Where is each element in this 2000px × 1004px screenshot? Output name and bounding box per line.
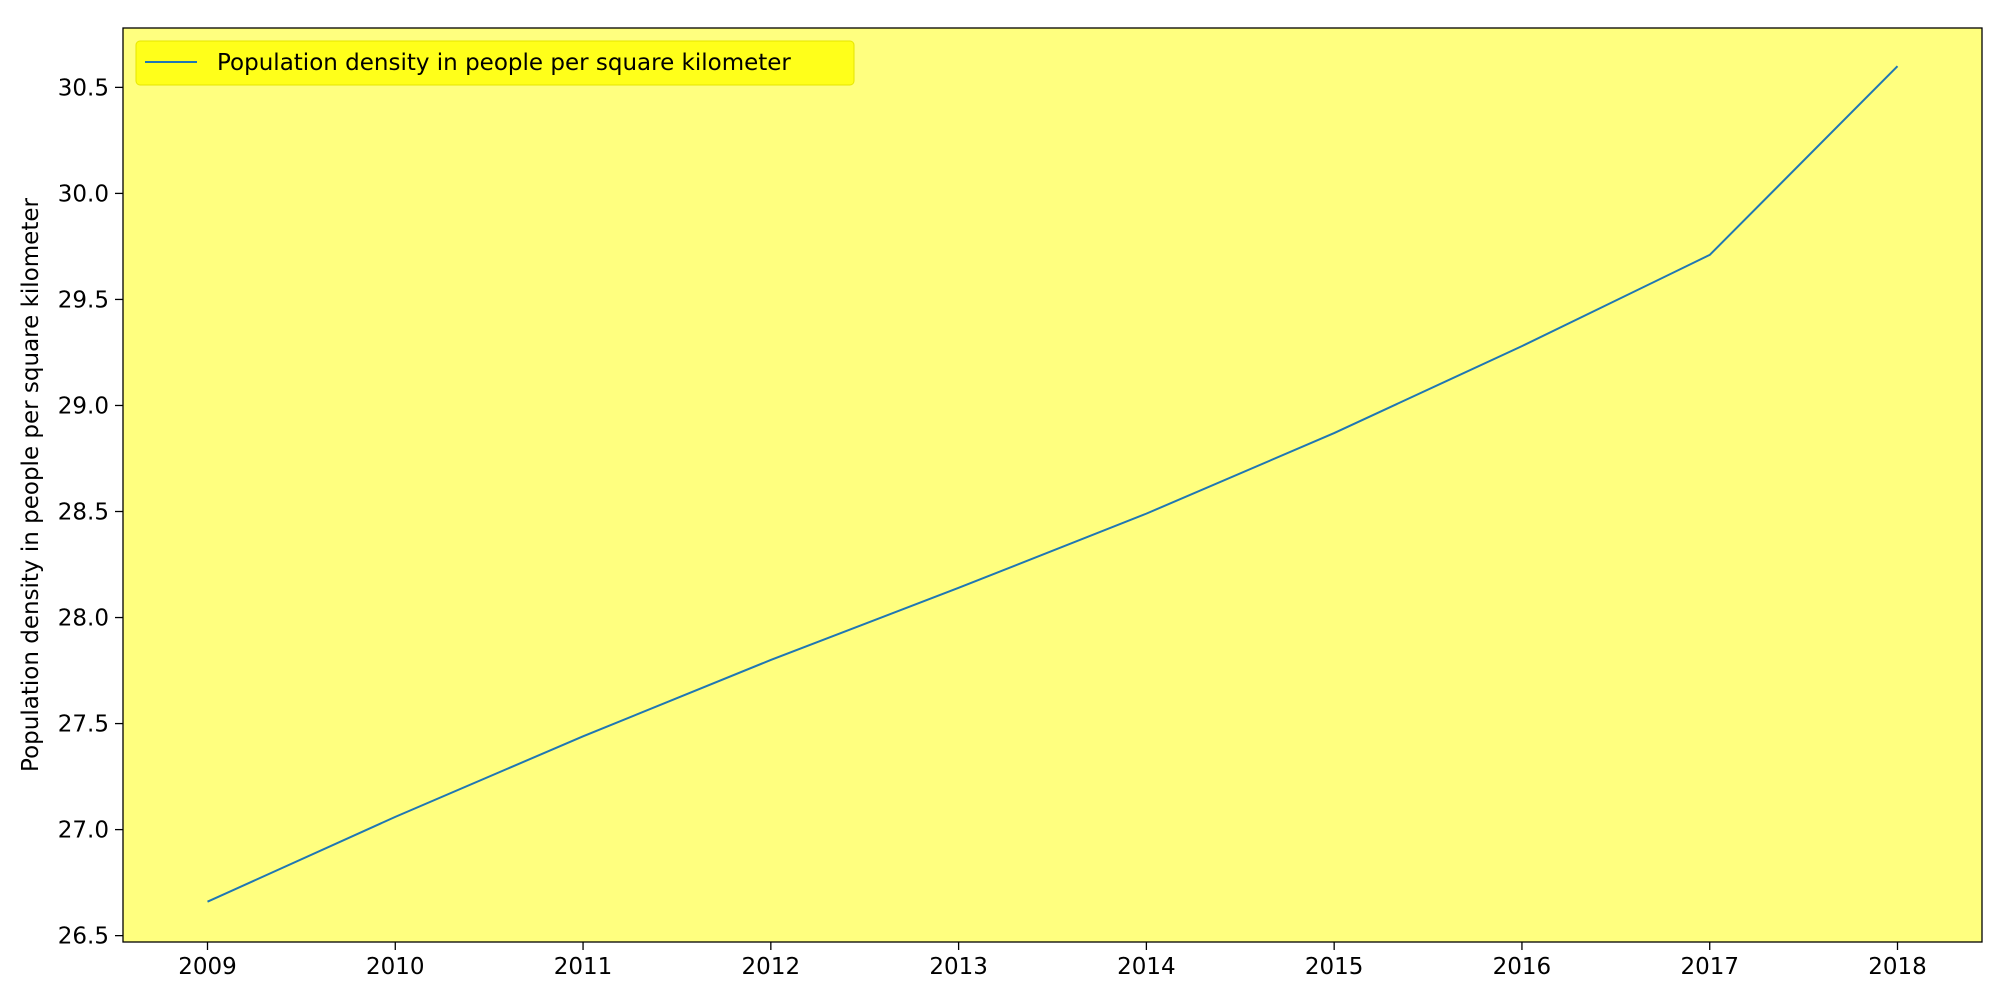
- legend-label: Population density in people per square …: [217, 50, 791, 76]
- x-tick-label: 2018: [1868, 954, 1927, 980]
- x-tick-label: 2009: [178, 954, 237, 980]
- y-tick-label: 26.5: [58, 924, 109, 950]
- y-tick-label: 30.5: [58, 75, 109, 101]
- y-tick-label: 30.0: [58, 181, 109, 207]
- y-tick-label: 27.0: [58, 818, 109, 844]
- x-tick-label: 2010: [366, 954, 425, 980]
- plot-area: [123, 28, 1982, 942]
- x-tick-label: 2017: [1680, 954, 1739, 980]
- y-tick-label: 28.5: [58, 500, 109, 526]
- y-axis: 26.5 27.0 27.5 28.0 28.5 29.0 29.5 30.0 30.5: [58, 75, 123, 950]
- x-tick-label: 2012: [742, 954, 801, 980]
- y-tick-label: 27.5: [58, 712, 109, 738]
- series-layer: [207, 65, 1899, 903]
- series-line: [207, 65, 1899, 903]
- legend-box: [135, 40, 855, 86]
- x-tick-label: 2013: [929, 954, 988, 980]
- y-tick-label: 28.0: [58, 606, 109, 632]
- x-tick-label: 2016: [1493, 954, 1552, 980]
- y-tick-label: 29.0: [58, 393, 109, 419]
- legend: Population density in people per square …: [135, 40, 855, 86]
- x-axis: 2009 2010 2011 2012 2013 2014 2015 2016 2017 2018: [178, 942, 1927, 980]
- y-axis-label: Population density in people per square …: [18, 198, 44, 772]
- x-tick-label: 2015: [1305, 954, 1364, 980]
- y-tick-label: 29.5: [58, 287, 109, 313]
- x-tick-label: 2014: [1117, 954, 1176, 980]
- plot-frame: [122, 27, 1983, 943]
- x-tick-label: 2011: [554, 954, 613, 980]
